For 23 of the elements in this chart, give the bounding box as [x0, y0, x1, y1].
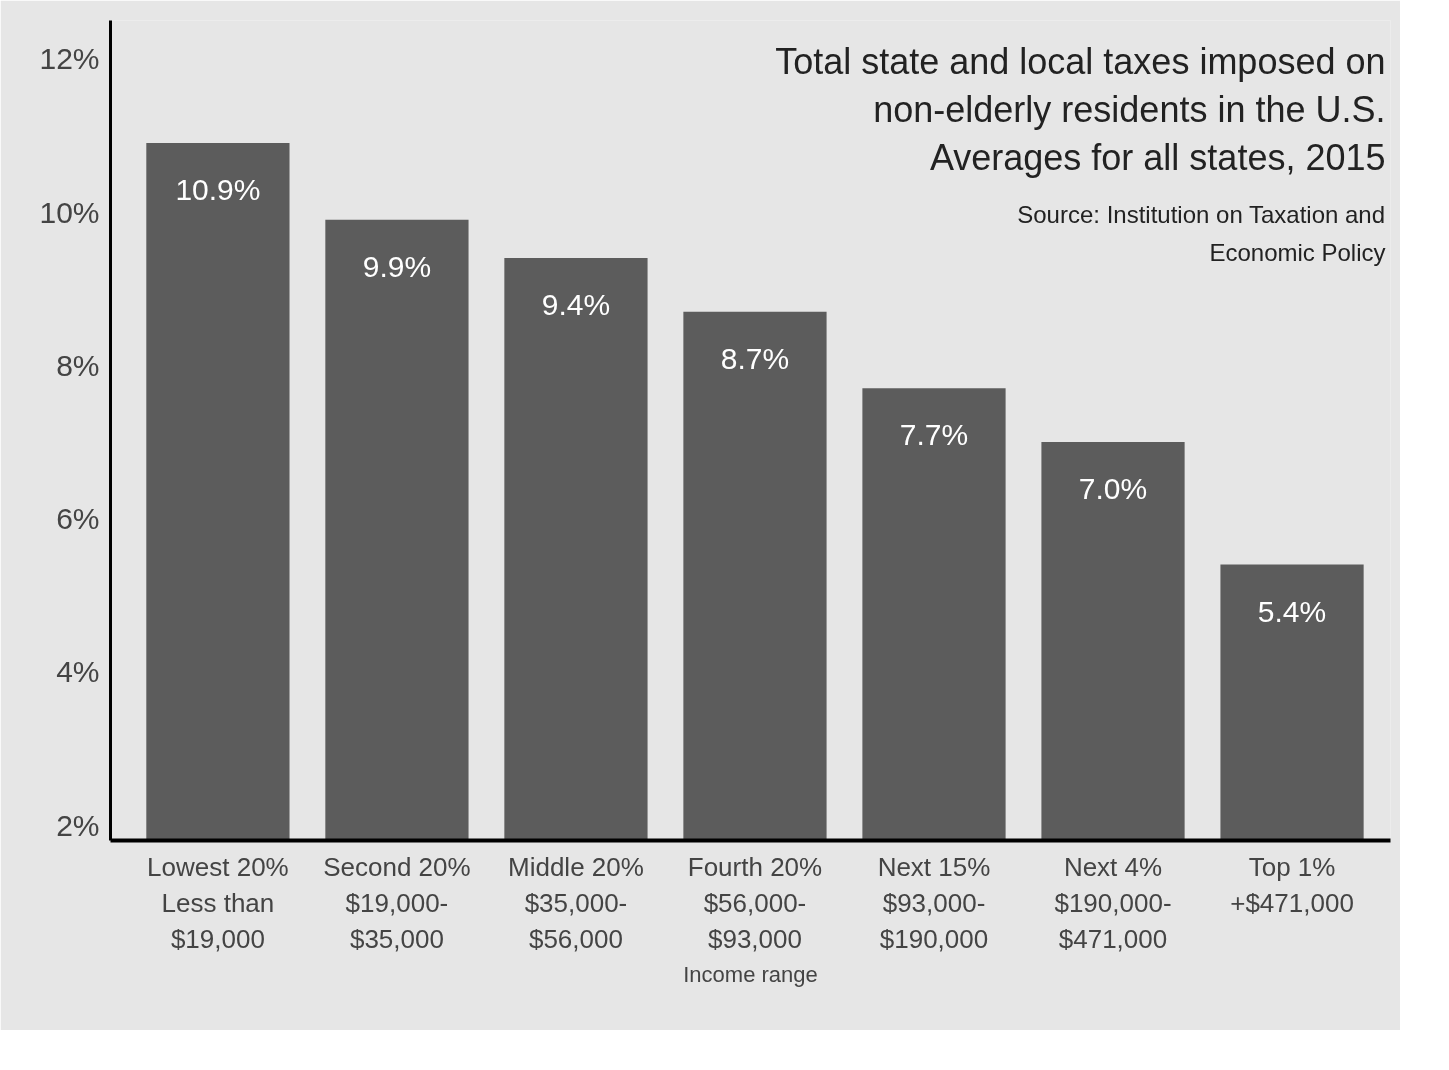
y-tick-label: 8% [56, 348, 100, 382]
data-label: 7.0% [1078, 472, 1148, 505]
x-tick-label: Fourth 20% $56,000- $93,000 [687, 851, 823, 954]
data-label: 10.9% [175, 173, 261, 207]
x-tick-label: Lowest 20% Less than $19,000 [147, 851, 289, 954]
x-tick-label: Top 1% +$471,000 [1230, 851, 1354, 918]
y-tick-label: 4% [56, 655, 100, 689]
annotation: Source: Institution on Taxation and Economic Policy [1017, 200, 1386, 266]
x-axis-title: Income range [683, 961, 818, 987]
data-label: 9.4% [541, 288, 611, 322]
x-tick-label: Next 15% $93,000- $190,000 [877, 851, 991, 954]
x-tick-label: Middle 20% $35,000- $56,000 [508, 851, 644, 954]
x-tick-label: Second 20% $19,000- $35,000 [323, 851, 471, 954]
y-tick-label: 6% [56, 502, 100, 536]
x-tick-label: Next 4% $190,000- $471,000 [1054, 851, 1172, 954]
data-label: 8.7% [720, 341, 790, 375]
data-label: 5.4% [1257, 594, 1327, 628]
data-label: 9.9% [362, 249, 432, 283]
y-tick-label: 2% [56, 808, 100, 842]
data-label: 7.7% [899, 418, 969, 452]
y-tick-label: 12% [39, 42, 100, 76]
text: Total state and local taxes imposed on non-elderly residents in the U.S. Averages for all states, 2015 [775, 40, 1386, 178]
y-tick-label: 10% [39, 195, 100, 229]
